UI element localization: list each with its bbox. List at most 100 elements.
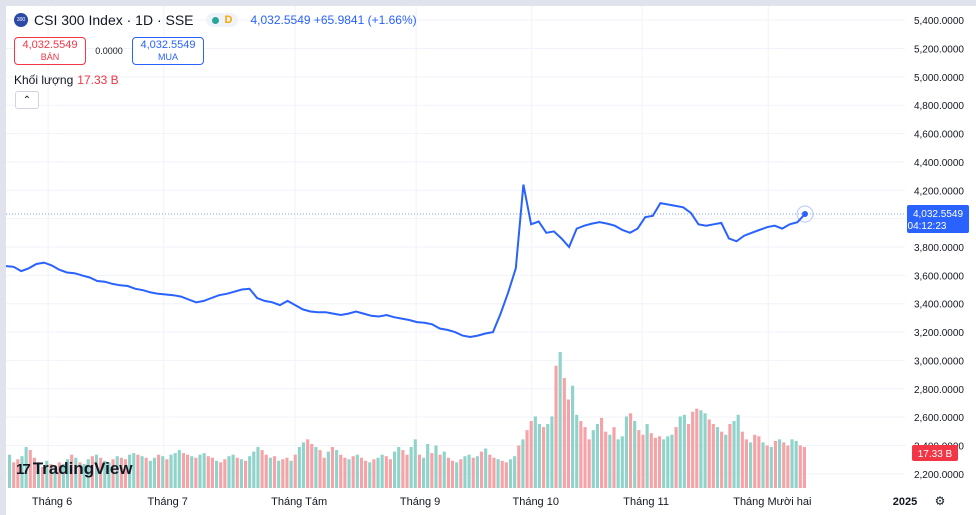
volume-bar [492,457,496,488]
volume-bar [343,457,347,488]
volume-bar [277,460,281,488]
volume-bar [177,450,181,488]
volume-bar [426,443,430,488]
volume-bar [214,460,219,488]
tradingview-logo: 17 TradingView [16,459,133,479]
volume-bar [802,447,806,488]
volume-bar [434,445,438,488]
volume-bar [393,451,397,488]
quote-summary: 4,032.5549 +65.9841 (+1.66%) [250,13,417,27]
volume-bar [8,454,12,488]
volume-bar [36,462,41,488]
volume-bar [703,413,707,488]
volume-bar [641,434,645,488]
volume-bar [571,385,575,488]
volume-bar [740,431,744,488]
volume-bar [558,352,562,488]
volume-bar [231,454,235,488]
volume-legend[interactable]: Khối lượng 17.33 B [14,73,119,87]
volume-bar [82,463,86,488]
volume-bar [314,447,318,488]
market-status-badge[interactable]: D [205,13,239,27]
volume-bar [666,436,670,488]
volume-bar [566,399,571,488]
volume-bar [508,459,513,488]
volume-bar [678,416,682,488]
volume-bar [297,447,301,488]
gear-icon[interactable]: ⚙ [934,494,946,508]
volume-bar [364,460,368,488]
volume-bar [157,454,161,488]
volume-bar [397,447,401,488]
volume-bar [442,451,446,488]
volume-badge [912,445,958,461]
x-tick-label: 2025 [893,496,917,508]
buy-button[interactable]: 4,032.5549 MUA [132,37,204,65]
volume-bar [41,466,45,488]
y-tick-label: 3,000.0000 [914,356,964,367]
volume-bar [496,459,500,488]
volume-bar [773,440,778,488]
volume-bar [765,445,769,488]
buy-label: MUA [158,52,178,62]
volume-bar [227,456,231,488]
sell-label: BÁN [40,52,60,62]
y-tick-label: 4,800.0000 [914,101,964,112]
volume-bar [326,451,330,488]
volume-bar [239,459,243,488]
volume-bar [438,454,442,488]
volume-bar [778,439,782,488]
volume-bar [202,453,206,488]
volume-bar [575,414,579,488]
volume-legend-label: Khối lượng [14,73,74,87]
volume-bar [372,459,376,488]
volume-bar [525,430,529,488]
last-price-badge [907,205,969,234]
volume-bar [347,459,351,488]
volume-bar [165,459,169,488]
volume-bar [12,462,16,488]
volume-bar [633,420,637,488]
volume-bar [243,460,248,488]
last-price-label: 4,032.5549 [913,209,963,220]
volume-bar [484,448,488,488]
volume-bar [413,439,417,488]
symbol-title[interactable]: CSI 300 Index · 1D · SSE [34,12,194,28]
volume-bar [583,427,587,488]
volume-bar [318,450,322,488]
volume-bar [152,457,157,488]
volume-legend-value: 17.33 B [77,73,119,87]
volume-bar [662,439,666,488]
volume-bar [749,442,753,488]
volume-bar [724,434,728,488]
price-line [5,184,806,339]
volume-bar [732,420,736,488]
countdown-label: 04:12:23 [908,221,947,232]
x-tick-label: Tháng 7 [148,496,188,508]
volume-bar [645,424,649,488]
volume-bar [74,457,78,488]
x-tick-label: Tháng Tám [271,496,327,508]
y-tick-label: 4,200.0000 [914,186,964,197]
volume-bar [61,463,65,488]
volume-bar [181,453,186,488]
volume-bar [401,450,405,488]
volume-bar [65,459,70,488]
volume-bar [409,447,413,488]
volume-bar [161,456,165,488]
volume-bar [782,442,786,488]
delayed-badge: D [224,14,233,26]
volume-bar [790,439,794,488]
volume-bar [330,447,335,488]
sell-button[interactable]: 4,032.5549 BÁN [14,37,86,65]
volume-bar [90,456,94,488]
volume-bar [695,408,699,488]
volume-bar [368,462,372,488]
chevron-up-icon[interactable]: ⌃ [15,91,39,109]
volume-bar [521,439,525,488]
volume-bar [260,450,264,488]
volume-bar [455,462,459,488]
volume-bar [235,457,239,488]
volume-bar [384,456,388,488]
